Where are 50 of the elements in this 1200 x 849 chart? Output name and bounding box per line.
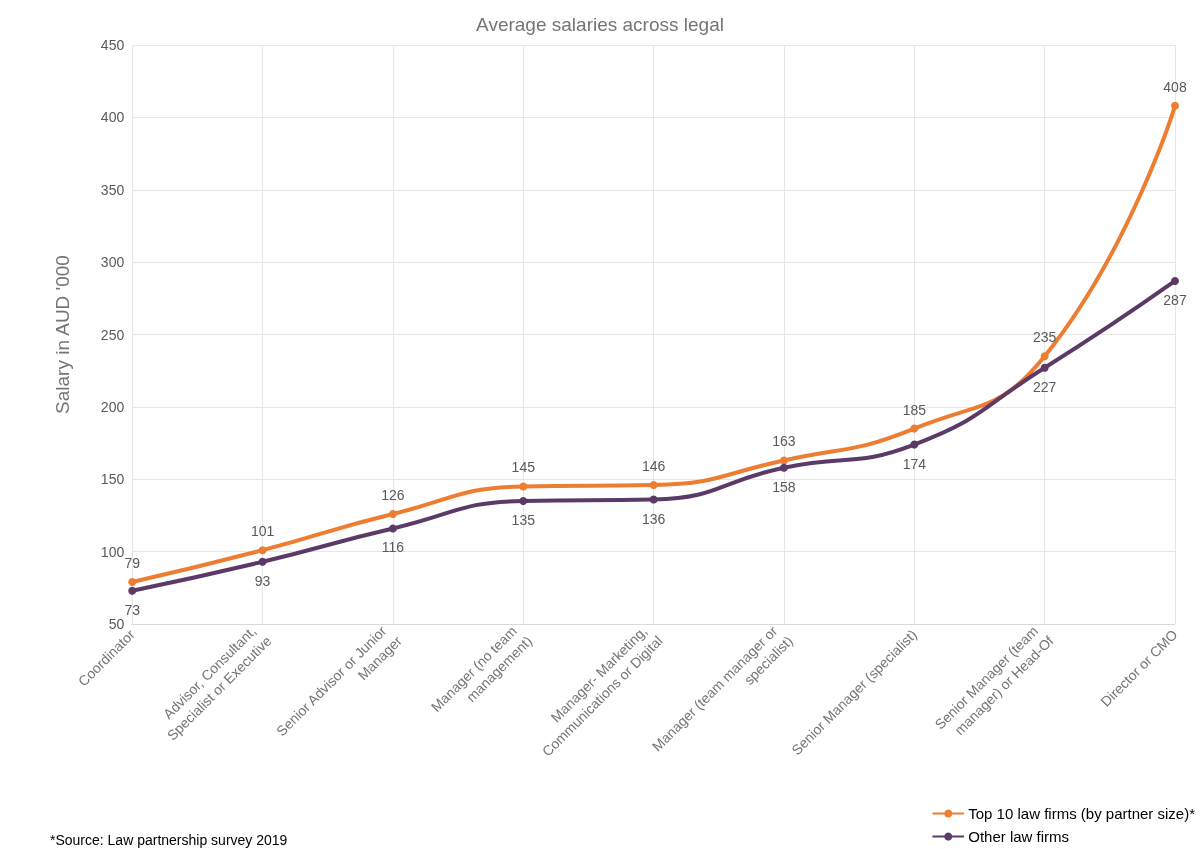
- legend-label: Top 10 law firms (by partner size)*: [968, 805, 1196, 822]
- data-label: 185: [902, 401, 927, 418]
- data-label: 101: [250, 523, 275, 540]
- data-label: 227: [1032, 378, 1057, 395]
- y-axis-title: Salary in AUD '000: [52, 255, 74, 414]
- point: [128, 578, 137, 587]
- y-tick-label: 450: [100, 37, 125, 53]
- point: [1040, 352, 1049, 361]
- data-label: 163: [772, 433, 796, 450]
- point: [779, 463, 788, 472]
- data-label: 235: [1032, 329, 1057, 346]
- data-label: 79: [124, 555, 141, 572]
- point: [649, 495, 658, 504]
- point: [519, 482, 528, 491]
- y-tick-label: 400: [100, 109, 125, 126]
- point: [1171, 101, 1179, 110]
- y-tick-label: 100: [100, 543, 125, 560]
- data-label: 408: [1163, 78, 1187, 95]
- point: [258, 546, 267, 555]
- data-label: 287: [1163, 291, 1187, 308]
- y-tick-label: 250: [100, 326, 125, 343]
- chart-title: Average salaries across legal: [476, 14, 724, 35]
- y-tick-label: 150: [100, 471, 125, 488]
- data-label: 146: [641, 458, 666, 475]
- point: [1040, 363, 1049, 372]
- y-tick-label: 300: [100, 254, 125, 271]
- legend-label: Other law firms: [968, 828, 1070, 845]
- point: [388, 509, 397, 518]
- data-label: 93: [254, 572, 271, 589]
- data-label: 135: [511, 511, 536, 528]
- point: [519, 496, 528, 505]
- data-label: 126: [381, 486, 405, 503]
- data-label: 73: [124, 601, 141, 618]
- y-tick-label: 50: [108, 616, 125, 632]
- text: *Source: Law partnership survey 2019: [50, 832, 288, 848]
- y-tick-label: 350: [100, 181, 125, 198]
- point: [258, 557, 267, 566]
- data-label: 174: [902, 455, 927, 472]
- point: [910, 440, 919, 449]
- data-label: 116: [381, 539, 405, 556]
- point: [910, 424, 919, 433]
- data-label: 136: [641, 510, 666, 527]
- point: [649, 481, 658, 490]
- data-label: 158: [772, 478, 796, 495]
- point: [388, 524, 397, 533]
- point: [779, 456, 788, 465]
- point: [128, 586, 137, 595]
- data-label: 145: [511, 459, 536, 476]
- point: [1171, 276, 1179, 285]
- y-tick-label: 200: [100, 398, 125, 415]
